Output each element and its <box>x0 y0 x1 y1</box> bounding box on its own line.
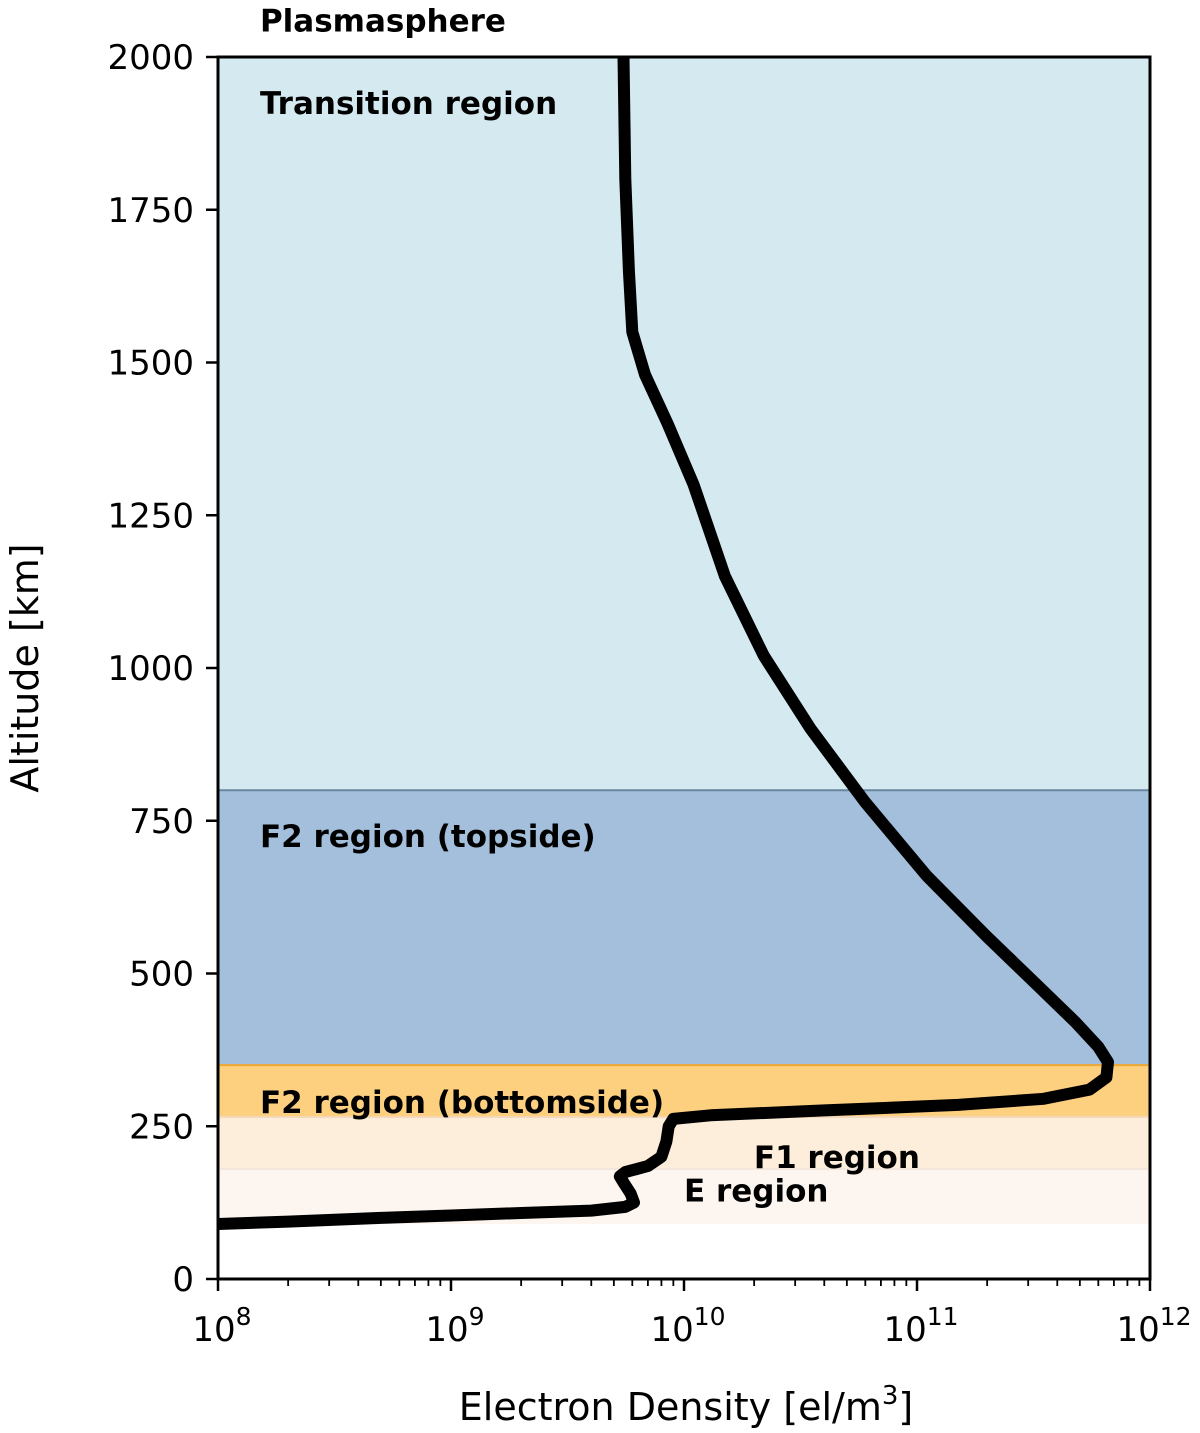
x-axis-title-sup: 3 <box>882 1381 899 1411</box>
y-tick-label-6: 1500 <box>107 344 194 384</box>
y-tick-label-1: 250 <box>129 1107 194 1147</box>
y-tick-label-7: 1750 <box>107 191 194 231</box>
region-bands <box>218 56 1150 1225</box>
x-tick-label-0: 108 <box>192 1302 251 1350</box>
y-tick-label-2: 500 <box>129 955 194 995</box>
y-tick-label-0: 0 <box>172 1260 194 1300</box>
region-band-3 <box>218 790 1150 1066</box>
y-tick-label-3: 750 <box>129 802 194 842</box>
x-tick-label-3: 1011 <box>883 1302 958 1350</box>
region-band-1 <box>218 1117 1150 1170</box>
y-tick-label-4: 1000 <box>107 649 194 689</box>
x-axis: 108 109 1010 1011 1012 <box>192 1279 1192 1350</box>
region-label-0: Plasmasphere <box>260 3 506 39</box>
x-tick-label-4: 1012 <box>1116 1302 1191 1350</box>
y-tick-label-5: 1250 <box>107 496 194 536</box>
y-axis: 0 250 500 750 1000 1250 1500 1750 2000 <box>107 38 218 1300</box>
y-axis-title: Altitude [km] <box>3 543 47 792</box>
region-label-1: Transition region <box>260 86 557 122</box>
x-tick-label-1: 109 <box>425 1302 484 1350</box>
x-axis-title: Electron Density [el/m3] <box>459 1381 913 1429</box>
x-tick-label-2: 1010 <box>650 1302 725 1350</box>
region-label-2: F2 region (topside) <box>260 819 596 855</box>
region-label-3: F2 region (bottomside) <box>260 1085 664 1121</box>
region-label-5: E region <box>684 1173 828 1209</box>
x-axis-title-end: ] <box>898 1385 913 1429</box>
series-layer <box>217 56 1114 1230</box>
y-tick-label-8: 2000 <box>107 38 194 78</box>
region-annotations: Plasmasphere Transition region F2 region (… <box>260 3 920 1209</box>
region-band-4 <box>218 57 1150 791</box>
series-line-0 <box>217 56 1114 1230</box>
region-label-4: F1 region <box>754 1140 920 1176</box>
region-band-2 <box>218 1065 1150 1118</box>
x-axis-title-main: Electron Density [el/m <box>459 1385 882 1429</box>
